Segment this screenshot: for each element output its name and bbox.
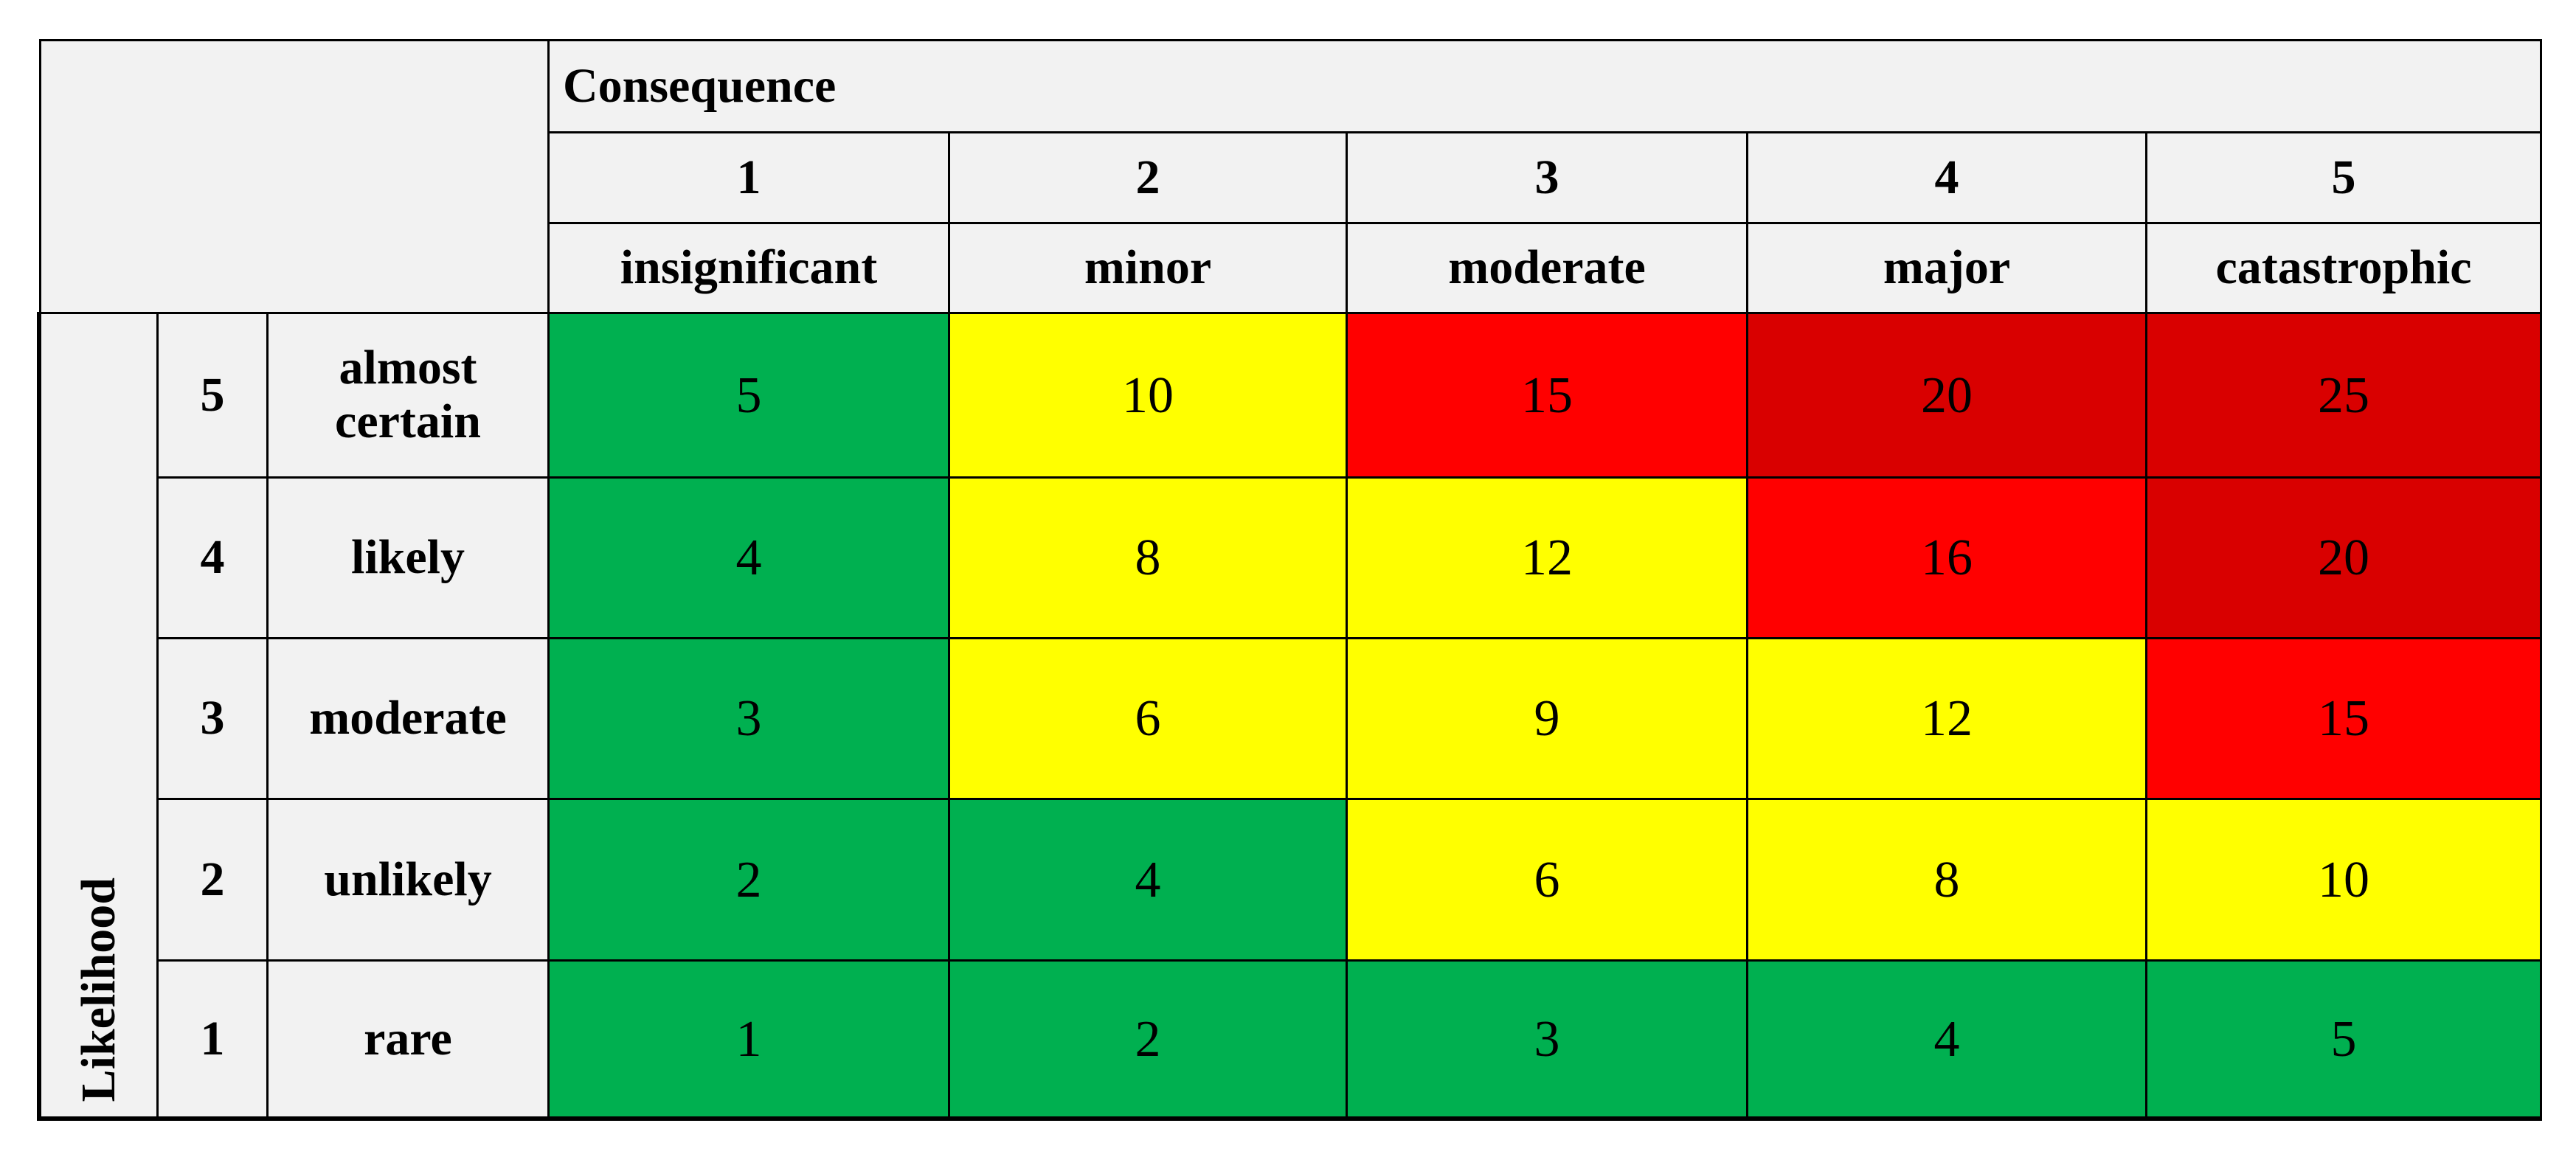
risk-score: 15	[2145, 637, 2542, 800]
risk-score: 3	[547, 637, 950, 800]
risk-score-text: 16	[1921, 529, 1973, 586]
likelihood-number-text: 4	[200, 530, 225, 585]
likelihood-title-text: Likelihood	[71, 877, 125, 1102]
risk-score: 16	[1746, 476, 2147, 639]
risk-score: 5	[547, 312, 950, 479]
consequence-label-text: catastrophic	[2215, 240, 2472, 295]
consequence-label: moderate	[1346, 222, 1748, 314]
consequence-number-text: 4	[1934, 150, 1959, 204]
likelihood-label-text: almost certain	[335, 341, 481, 448]
consequence-number-text: 1	[736, 150, 761, 204]
consequence-label: minor	[948, 222, 1348, 314]
risk-score-text: 5	[2330, 1010, 2357, 1068]
risk-score: 9	[1346, 637, 1748, 800]
risk-score: 10	[2145, 798, 2542, 962]
risk-score-text: 10	[1122, 366, 1174, 424]
risk-score-text: 4	[1933, 1010, 1960, 1068]
risk-score-text: 6	[1534, 851, 1560, 908]
risk-score-text: 2	[1135, 1010, 1161, 1068]
risk-score: 8	[1746, 798, 2147, 962]
risk-score-text: 8	[1135, 529, 1161, 586]
consequence-number: 5	[2145, 131, 2542, 224]
risk-score: 25	[2145, 312, 2542, 479]
risk-score: 6	[948, 637, 1348, 800]
risk-score-text: 25	[2318, 366, 2369, 424]
risk-score: 4	[547, 476, 950, 639]
risk-score-text: 12	[1521, 529, 1573, 586]
consequence-number-text: 5	[2331, 150, 2356, 204]
consequence-number: 3	[1346, 131, 1748, 224]
likelihood-number-text: 5	[200, 367, 225, 422]
likelihood-label: almost certain	[266, 312, 550, 479]
consequence-label-text: moderate	[1448, 240, 1646, 295]
risk-score-text: 5	[735, 366, 762, 424]
risk-score: 10	[948, 312, 1348, 479]
risk-score-text: 20	[1921, 366, 1973, 424]
risk-score-text: 6	[1135, 690, 1161, 747]
risk-score-text: 3	[735, 690, 762, 747]
risk-score-text: 20	[2318, 529, 2369, 586]
likelihood-label: likely	[266, 476, 550, 639]
risk-score: 4	[948, 798, 1348, 962]
likelihood-number: 1	[156, 959, 269, 1119]
risk-score-text: 15	[1521, 366, 1573, 424]
likelihood-label: moderate	[266, 637, 550, 800]
risk-score-text: 3	[1534, 1010, 1560, 1068]
risk-score-text: 8	[1933, 851, 1960, 908]
likelihood-label: unlikely	[266, 798, 550, 962]
likelihood-number: 5	[156, 312, 269, 479]
consequence-label: catastrophic	[2145, 222, 2542, 314]
likelihood-number: 3	[156, 637, 269, 800]
risk-score: 12	[1346, 476, 1748, 639]
consequence-label-text: insignificant	[620, 240, 878, 295]
risk-score-text: 15	[2318, 690, 2369, 747]
risk-score: 6	[1346, 798, 1748, 962]
risk-score: 8	[948, 476, 1348, 639]
likelihood-number-text: 3	[200, 691, 225, 745]
risk-score: 20	[1746, 312, 2147, 479]
risk-score-text: 9	[1534, 690, 1560, 747]
risk-score: 12	[1746, 637, 2147, 800]
likelihood-label-text: likely	[350, 530, 465, 585]
consequence-title-text: Consequence	[563, 58, 837, 113]
consequence-title: Consequence	[547, 39, 2542, 133]
risk-score: 1	[547, 959, 950, 1119]
risk-score: 3	[1346, 959, 1748, 1119]
risk-score: 15	[1346, 312, 1748, 479]
risk-score-text: 1	[735, 1010, 762, 1068]
likelihood-number-text: 1	[200, 1011, 225, 1066]
consequence-label: major	[1746, 222, 2147, 314]
risk-score: 2	[547, 798, 950, 962]
risk-score-text: 4	[1135, 851, 1161, 908]
risk-score-text: 2	[735, 851, 762, 908]
likelihood-title: Likelihood	[39, 312, 159, 1119]
likelihood-label-text: unlikely	[324, 852, 492, 906]
likelihood-label: rare	[266, 959, 550, 1119]
likelihood-label-text: rare	[364, 1011, 452, 1066]
consequence-number: 2	[948, 131, 1348, 224]
consequence-label-text: minor	[1084, 240, 1212, 295]
consequence-number: 4	[1746, 131, 2147, 224]
risk-score: 2	[948, 959, 1348, 1119]
risk-score-text: 4	[735, 529, 762, 586]
likelihood-number-text: 2	[200, 852, 225, 906]
risk-score-text: 12	[1921, 690, 1973, 747]
consequence-number-text: 3	[1534, 150, 1559, 204]
risk-score: 4	[1746, 959, 2147, 1119]
consequence-label: insignificant	[547, 222, 950, 314]
risk-score-text: 10	[2318, 851, 2369, 908]
likelihood-number: 2	[156, 798, 269, 962]
risk-score: 20	[2145, 476, 2542, 639]
likelihood-label-text: moderate	[309, 691, 507, 745]
consequence-number-text: 2	[1135, 150, 1160, 204]
corner	[39, 39, 550, 314]
risk-score: 5	[2145, 959, 2542, 1119]
consequence-number: 1	[547, 131, 950, 224]
consequence-label-text: major	[1883, 240, 2011, 295]
likelihood-number: 4	[156, 476, 269, 639]
